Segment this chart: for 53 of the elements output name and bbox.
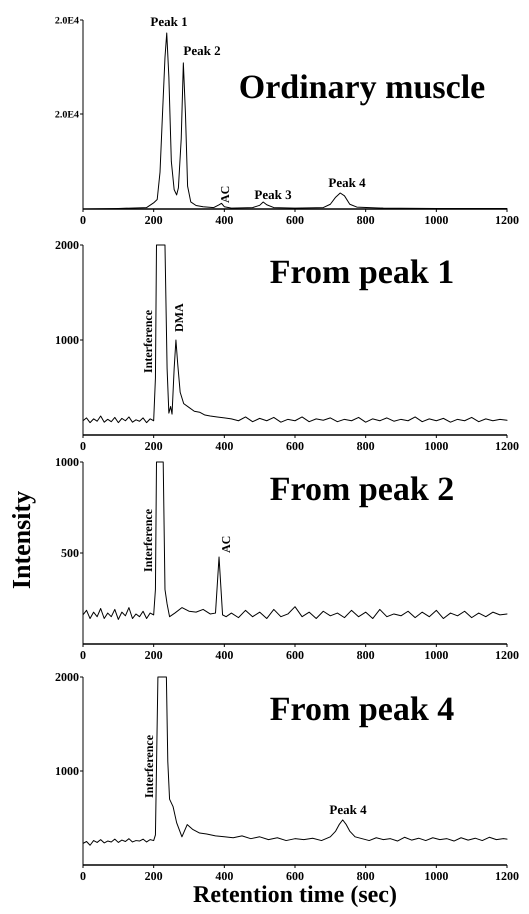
x-tick-label: 400 — [215, 869, 234, 883]
annotation: Interference — [142, 734, 156, 798]
x-tick-label: 0 — [80, 439, 86, 453]
x-tick-label: 1000 — [424, 439, 448, 453]
y-tick-label: 2000 — [55, 238, 79, 252]
chart-title: From peak 4 — [270, 691, 454, 728]
annotation: Peak 3 — [254, 187, 292, 202]
x-tick-label: 1000 — [424, 648, 448, 662]
x-tick-label: 0 — [80, 213, 86, 227]
x-tick-label: 600 — [286, 648, 304, 662]
x-tick-label: 800 — [356, 213, 375, 227]
annotation: AC — [219, 536, 233, 553]
annotation: Peak 2 — [183, 43, 221, 58]
text: 2.0E4 — [54, 16, 79, 26]
x-tick-label: 600 — [286, 439, 304, 453]
x-tick-label: 1000 — [424, 869, 448, 883]
annotation: DMA — [172, 303, 186, 332]
x-tick-label: 1200 — [495, 648, 519, 662]
x-tick-label: 400 — [215, 439, 234, 453]
x-tick-label: 400 — [215, 648, 234, 662]
x-tick-label: 800 — [356, 648, 375, 662]
x-tick-label: 600 — [286, 213, 304, 227]
text: 2.0E4 — [54, 110, 79, 120]
x-tick-label: 200 — [144, 213, 163, 227]
annotation: Peak 4 — [328, 175, 366, 190]
annotation: Peak 4 — [329, 802, 368, 817]
chart-title: From peak 2 — [270, 471, 454, 508]
x-axis-title: Retention time (sec) — [193, 882, 397, 908]
annotation: Interference — [141, 309, 155, 373]
annotation: Interference — [141, 508, 155, 572]
x-tick-label: 1000 — [424, 213, 448, 227]
x-tick-label: 800 — [356, 869, 375, 883]
y-tick-label: 500 — [61, 546, 79, 560]
y-tick-label: 1000 — [55, 333, 79, 348]
x-tick-label: 400 — [215, 213, 234, 227]
text: Ordinary muscle — [238, 69, 486, 106]
x-tick-label: 0 — [80, 869, 86, 883]
chart-title: From peak 1 — [270, 254, 454, 291]
y-tick-label: 2000 — [55, 670, 79, 684]
x-tick-label: 1200 — [495, 439, 519, 453]
annotation: AC — [218, 186, 232, 203]
x-tick-label: 200 — [144, 869, 163, 883]
text: Peak 1 — [150, 14, 188, 29]
x-tick-label: 600 — [286, 869, 304, 883]
y-tick-label: 1000 — [55, 455, 79, 470]
x-tick-label: 200 — [144, 648, 163, 662]
x-tick-label: 1200 — [495, 213, 519, 227]
x-tick-label: 800 — [356, 439, 375, 453]
y-tick-label: 1000 — [55, 764, 79, 778]
x-tick-label: 200 — [144, 439, 163, 453]
x-tick-label: 0 — [80, 648, 86, 662]
x-tick-label: 1200 — [495, 869, 519, 883]
y-axis-title: Intensity — [7, 490, 36, 590]
